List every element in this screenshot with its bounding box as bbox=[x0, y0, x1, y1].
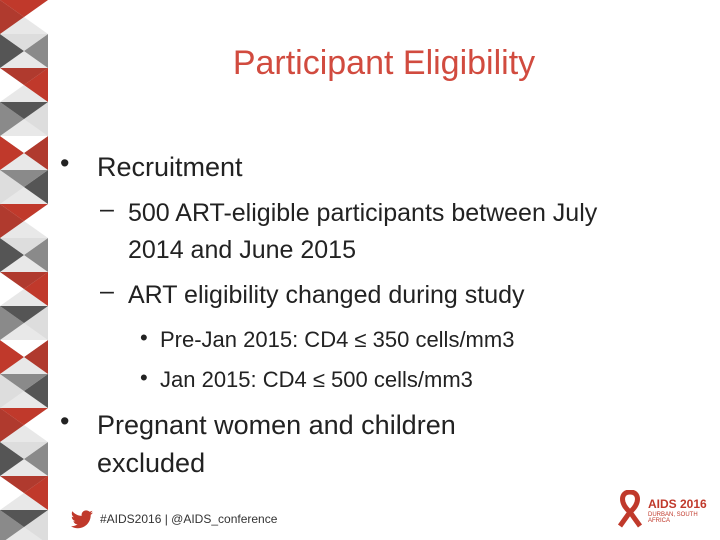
pattern-triangle bbox=[0, 510, 48, 527]
bullet: • bbox=[140, 325, 148, 350]
pattern-triangle bbox=[0, 204, 48, 221]
footer-text: #AIDS2016 | @AIDS_conference bbox=[100, 512, 278, 526]
pattern-triangle bbox=[24, 510, 48, 540]
pattern-triangle bbox=[0, 68, 48, 85]
bullet: • bbox=[140, 365, 148, 390]
bullet-text: Pregnant women and children excluded bbox=[97, 410, 456, 478]
bullet-text: Recruitment bbox=[97, 152, 243, 182]
pattern-triangle bbox=[0, 510, 24, 540]
pattern-triangle bbox=[0, 476, 24, 510]
pattern-triangle bbox=[0, 136, 24, 170]
pattern-triangle bbox=[0, 0, 24, 34]
pattern-triangle bbox=[0, 0, 48, 17]
pattern-triangle bbox=[0, 102, 48, 119]
pattern-triangle bbox=[24, 34, 48, 68]
pattern-triangle bbox=[24, 136, 48, 170]
sub-sub-bullet-text: Jan 2015: CD4 ≤ 500 cells/mm3 bbox=[160, 367, 473, 392]
sub-sub-bullet-text: Pre-Jan 2015: CD4 ≤ 350 cells/mm3 bbox=[160, 327, 515, 352]
pattern-triangle bbox=[0, 306, 48, 323]
pattern-triangle bbox=[24, 408, 48, 442]
pattern-triangle bbox=[24, 204, 48, 238]
pattern-triangle bbox=[24, 170, 48, 204]
pattern-triangle bbox=[0, 476, 48, 493]
sub-bullet-text: 500 ART-eligible participants between Ju… bbox=[128, 199, 598, 264]
twitter-icon bbox=[71, 510, 93, 529]
pattern-triangle bbox=[0, 340, 48, 357]
bullet: • bbox=[60, 406, 70, 436]
pattern-triangle bbox=[0, 34, 48, 51]
pattern-triangle bbox=[0, 374, 48, 391]
pattern-triangle bbox=[0, 170, 24, 204]
logo-name: AIDS 2016 bbox=[648, 497, 707, 511]
pattern-triangle bbox=[24, 340, 48, 374]
pattern-triangle bbox=[0, 306, 24, 340]
pattern-triangle bbox=[0, 408, 48, 425]
pattern-triangle bbox=[0, 204, 24, 238]
dash: – bbox=[100, 277, 114, 305]
pattern-triangle bbox=[0, 442, 48, 459]
logo-place: DURBAN, SOUTH AFRICA bbox=[648, 512, 698, 524]
pattern-triangle bbox=[0, 170, 48, 187]
slide-title: Participant Eligibility bbox=[232, 44, 536, 82]
logo-ribbon bbox=[617, 490, 643, 528]
pattern-triangle bbox=[24, 102, 48, 136]
pattern-triangle bbox=[0, 34, 24, 68]
pattern-triangle bbox=[0, 408, 24, 442]
pattern-triangle bbox=[24, 306, 48, 340]
pattern-triangle bbox=[0, 68, 24, 102]
side-pattern bbox=[0, 0, 48, 540]
pattern-triangle bbox=[24, 238, 48, 272]
pattern-triangle bbox=[0, 374, 24, 408]
pattern-triangle bbox=[24, 442, 48, 476]
sub-bullet-text: ART eligibility changed during study bbox=[128, 281, 525, 309]
pattern-triangle bbox=[24, 0, 48, 34]
pattern-triangle bbox=[0, 238, 24, 272]
pattern-triangle bbox=[24, 68, 48, 102]
pattern-triangle bbox=[24, 374, 48, 408]
pattern-triangle bbox=[24, 476, 48, 510]
bullet: • bbox=[60, 148, 70, 178]
dash: – bbox=[100, 195, 114, 223]
pattern-triangle bbox=[0, 238, 48, 255]
pattern-triangle bbox=[0, 272, 48, 289]
pattern-triangle bbox=[24, 272, 48, 306]
pattern-triangle bbox=[0, 136, 48, 153]
pattern-triangle bbox=[0, 340, 24, 374]
pattern-triangle bbox=[0, 272, 24, 306]
pattern-triangle bbox=[0, 102, 24, 136]
pattern-triangle bbox=[0, 442, 24, 476]
